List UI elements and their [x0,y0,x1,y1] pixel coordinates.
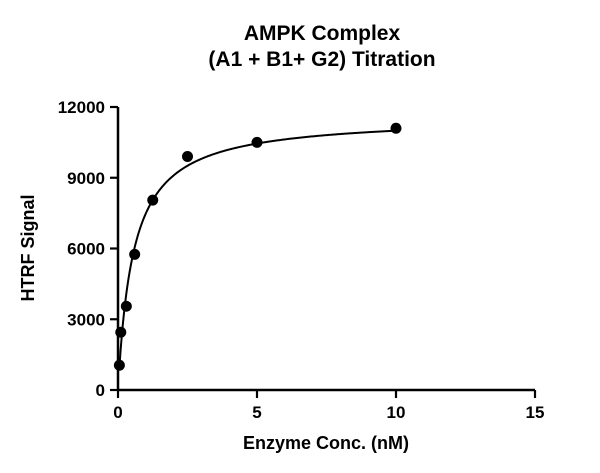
y-tick-label: 0 [96,381,105,400]
data-point [120,300,132,312]
data-point [129,248,141,260]
chart-title-line2: (A1 + B1+ G2) Titration [208,48,435,71]
x-tick-label: 10 [387,403,406,422]
x-axis-label: Enzyme Conc. (nM) [243,433,409,453]
axes [110,105,537,398]
data-point [182,151,193,163]
data-points [113,122,402,371]
x-tick-label: 5 [252,403,261,422]
x-tick-label: 0 [113,403,122,422]
data-point [390,122,402,134]
fit-curve [118,129,397,368]
fit-curve-path [118,129,397,368]
data-point [251,136,263,148]
x-tick-label: 15 [526,403,545,422]
y-tick-label: 6000 [67,240,105,259]
y-tick-label: 12000 [58,98,105,117]
y-axis-label: HTRF Signal [18,195,38,302]
chart-title-line1: AMPK Complex [244,22,401,45]
tick-labels: 0 5 10 15 0 3000 6000 9000 12000 [58,98,545,422]
data-point [113,359,125,371]
y-tick-label: 3000 [67,310,105,329]
data-point [115,326,127,338]
data-point [147,194,159,206]
y-tick-label: 9000 [67,169,105,188]
